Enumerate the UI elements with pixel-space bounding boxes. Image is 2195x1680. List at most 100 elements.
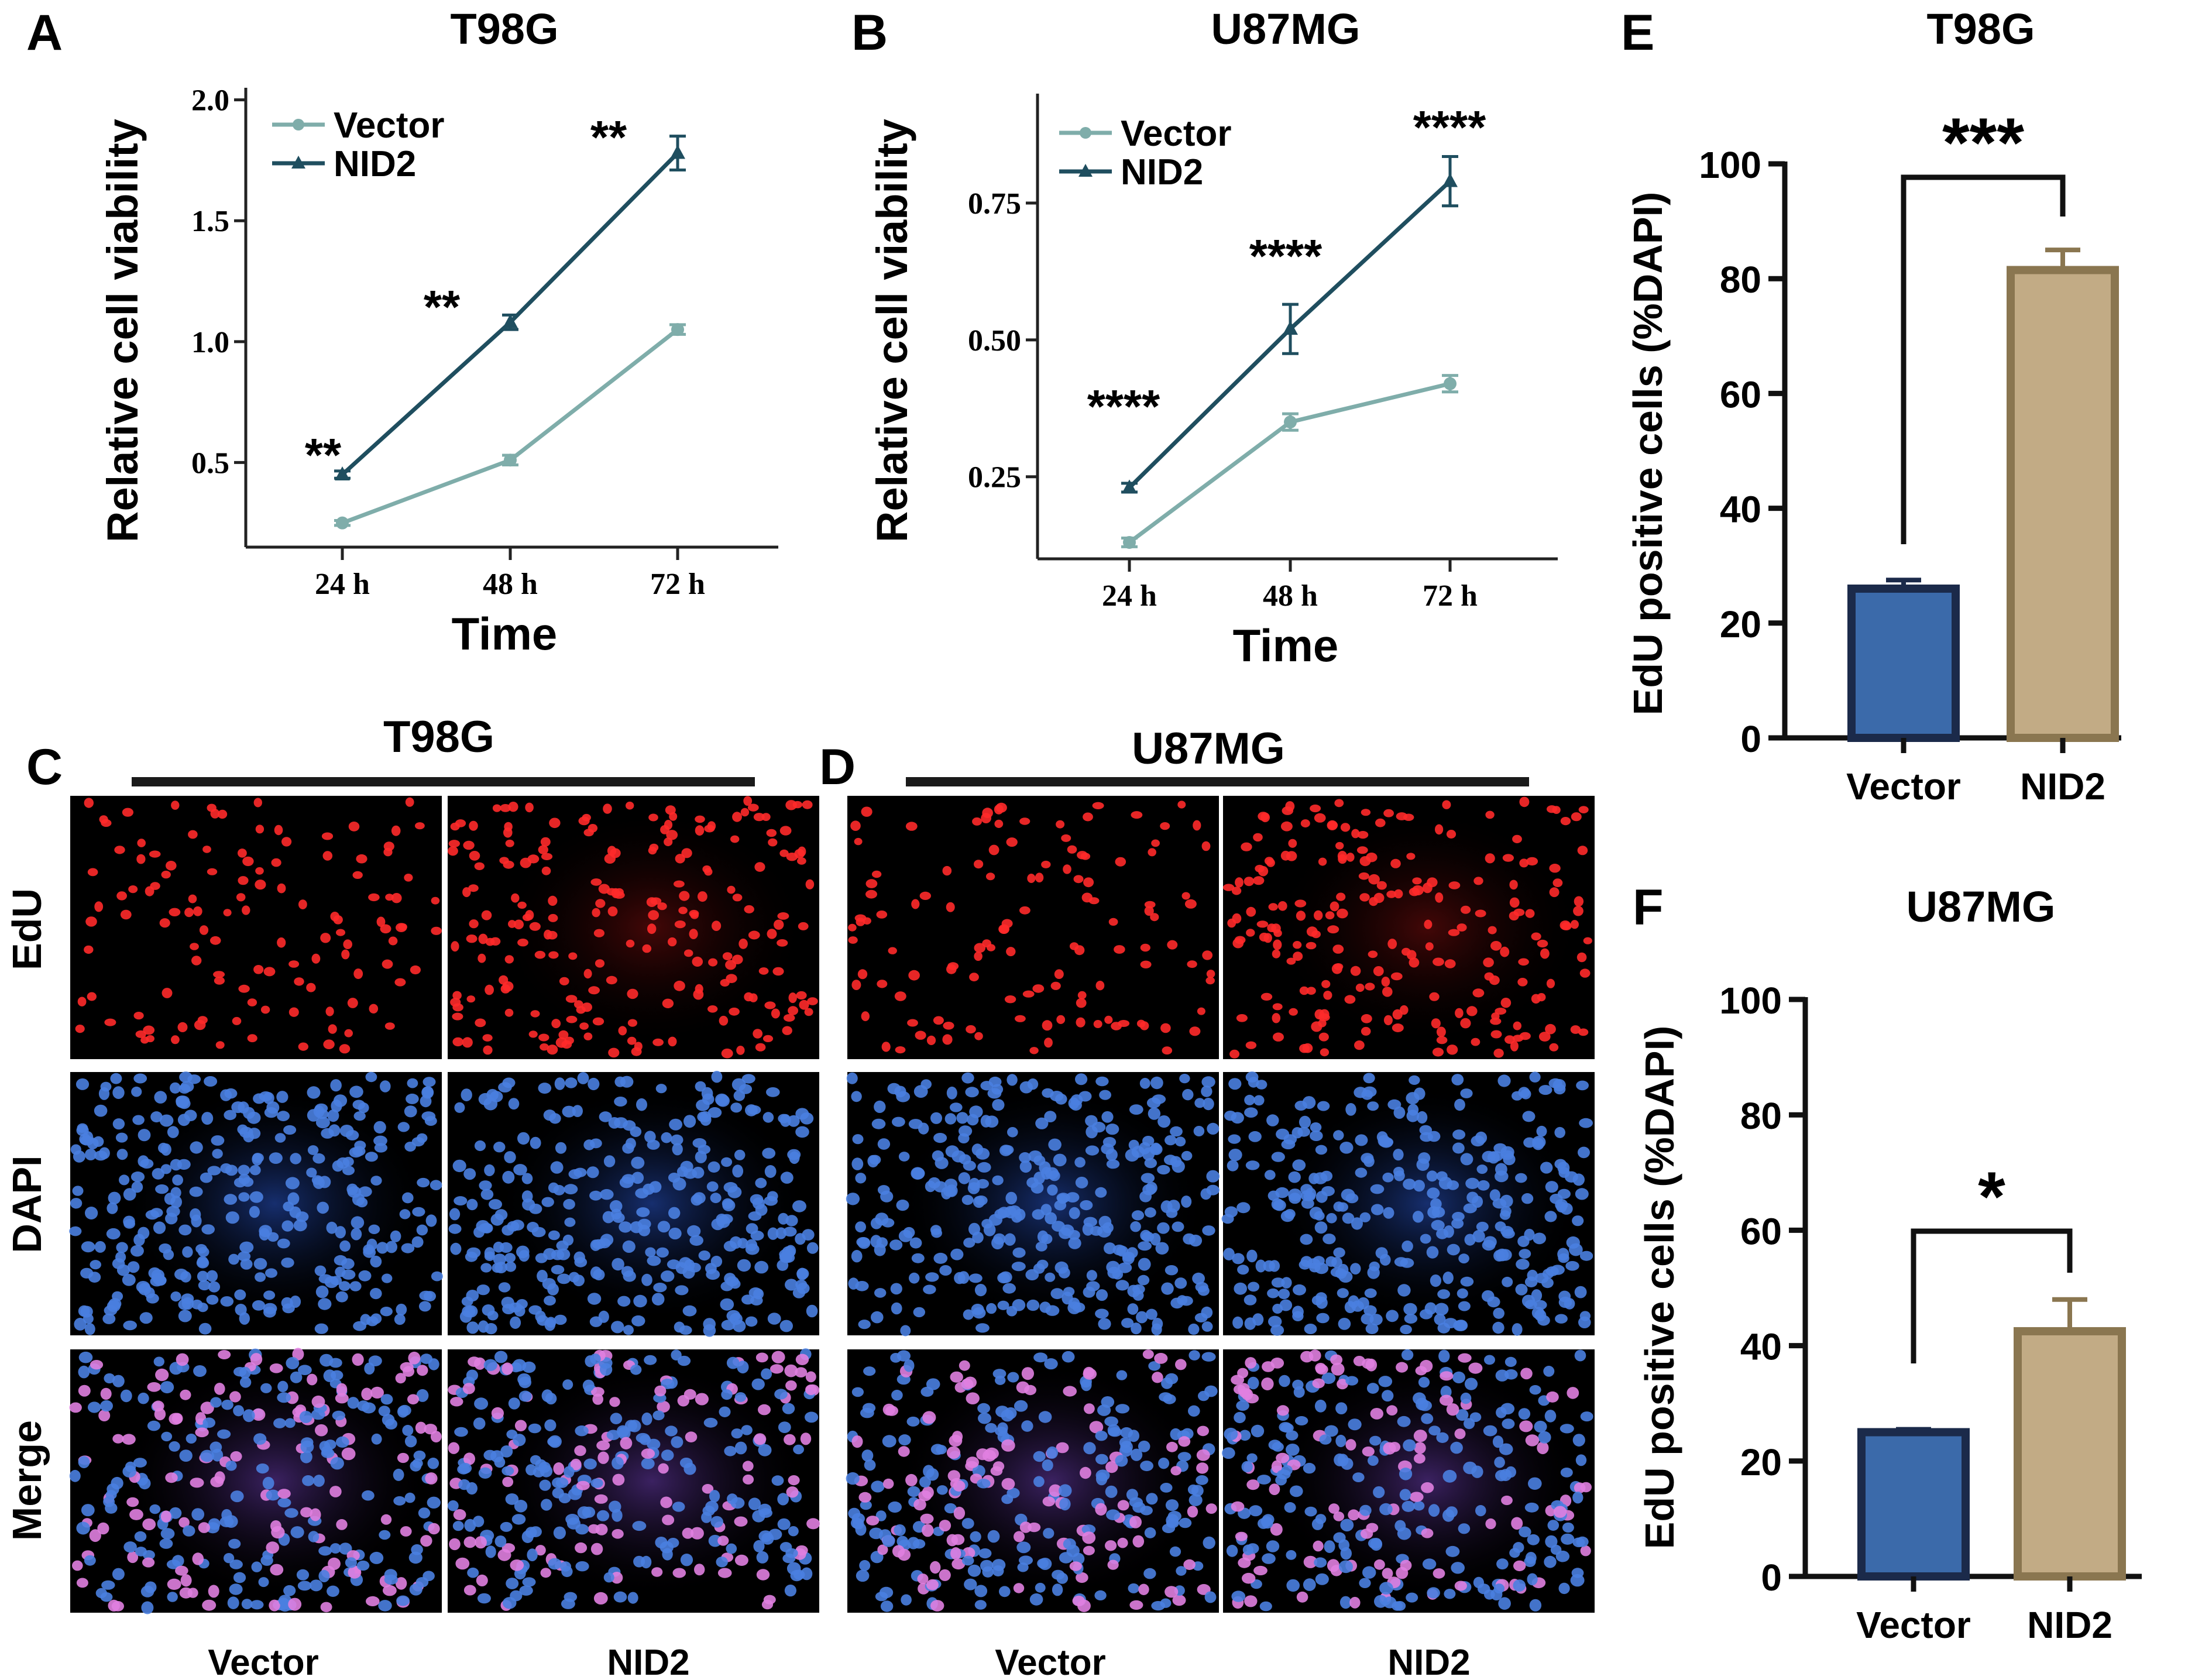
cell-nucleus xyxy=(1314,813,1326,823)
cell-nucleus xyxy=(975,1323,990,1333)
cell-nucleus xyxy=(383,1585,397,1596)
cell-nucleus xyxy=(851,1387,864,1397)
cell-nucleus xyxy=(1288,839,1297,848)
x-tick-label: 72 h xyxy=(650,568,705,601)
cell-nucleus xyxy=(239,1241,254,1253)
cell-nucleus xyxy=(371,1433,382,1445)
cell-nucleus xyxy=(1361,1014,1372,1023)
cell-nucleus xyxy=(710,1193,722,1204)
cell-nucleus xyxy=(1262,1553,1276,1564)
cell-nucleus xyxy=(668,1227,682,1240)
cell-nucleus xyxy=(758,1444,772,1456)
cell-nucleus xyxy=(395,1373,406,1384)
cell-nucleus xyxy=(1340,823,1351,832)
cell-nucleus xyxy=(241,1599,253,1610)
cell-nucleus xyxy=(708,1534,722,1547)
cell-nucleus xyxy=(785,800,797,810)
col-label-vector: Vector xyxy=(208,1643,319,1680)
cell-nucleus xyxy=(985,872,995,881)
cell-nucleus xyxy=(1188,1350,1200,1361)
cell-nucleus xyxy=(180,1574,192,1587)
cell-nucleus xyxy=(1552,878,1563,888)
cell-nucleus xyxy=(612,1212,625,1223)
cell-nucleus xyxy=(1493,1307,1504,1319)
cell-nucleus xyxy=(871,1480,885,1493)
cell-nucleus xyxy=(896,1535,909,1547)
cell-nucleus xyxy=(1545,1535,1558,1548)
cell-nucleus xyxy=(1017,1562,1029,1572)
cell-nucleus xyxy=(648,813,658,822)
cell-nucleus xyxy=(1396,1362,1409,1373)
cell-nucleus xyxy=(1362,1447,1375,1456)
cell-nucleus xyxy=(723,1241,737,1252)
cell-nucleus xyxy=(958,1271,970,1284)
cell-nucleus xyxy=(1293,1284,1306,1296)
cell-nucleus xyxy=(576,1006,586,1014)
cell-nucleus xyxy=(385,894,394,901)
cell-nucleus xyxy=(1222,884,1235,891)
bar-chart-t98g: T98G EdU positive cells (%DAPI) 02040608… xyxy=(1625,5,2121,808)
cell-nucleus xyxy=(987,1530,1000,1543)
cell-nucleus xyxy=(306,982,316,992)
cell-nucleus xyxy=(1390,858,1401,868)
cell-nucleus xyxy=(208,1585,219,1598)
cell-nucleus xyxy=(1189,1026,1201,1036)
cell-nucleus xyxy=(795,1279,808,1290)
cell-nucleus xyxy=(1115,857,1126,867)
cell-nucleus xyxy=(186,1434,197,1444)
cell-nucleus xyxy=(590,1542,603,1555)
cell-nucleus xyxy=(787,1149,801,1160)
cell-nucleus xyxy=(530,1010,540,1018)
cell-nucleus xyxy=(1245,1041,1257,1049)
cell-nucleus xyxy=(1046,1446,1058,1459)
cell-nucleus xyxy=(480,1263,492,1273)
cell-nucleus xyxy=(534,950,546,959)
cell-nucleus xyxy=(1324,1425,1338,1437)
cell-nucleus xyxy=(643,1183,655,1195)
cell-nucleus xyxy=(1378,1376,1393,1387)
cell-nucleus xyxy=(386,1241,397,1253)
cell-nucleus xyxy=(1538,1431,1551,1444)
cell-nucleus xyxy=(777,1518,791,1530)
cell-nucleus xyxy=(388,936,398,946)
cell-nucleus xyxy=(805,1371,816,1383)
cell-nucleus xyxy=(922,1524,934,1537)
cell-nucleus xyxy=(685,1431,698,1442)
cell-nucleus xyxy=(726,1543,737,1554)
cell-nucleus xyxy=(382,959,393,969)
cell-nucleus xyxy=(796,1268,809,1280)
cell-nucleus xyxy=(368,1355,382,1366)
cell-nucleus xyxy=(513,1164,527,1176)
cell-nucleus xyxy=(657,1400,670,1413)
cell-nucleus xyxy=(1204,1591,1217,1603)
cell-nucleus xyxy=(1436,1432,1449,1443)
cell-nucleus xyxy=(181,1293,194,1304)
cell-nucleus xyxy=(1393,1106,1406,1119)
x-tick-label: 24 h xyxy=(1102,579,1157,613)
cell-nucleus xyxy=(528,1423,541,1434)
cell-nucleus xyxy=(454,1196,468,1206)
cell-nucleus xyxy=(1116,1370,1128,1380)
cell-nucleus xyxy=(1443,1225,1454,1238)
cell-nucleus xyxy=(793,1444,804,1455)
cell-nucleus xyxy=(530,1455,541,1465)
cell-nucleus xyxy=(606,1430,620,1441)
cell-nucleus xyxy=(1016,1541,1031,1554)
cell-nucleus xyxy=(1014,1531,1025,1542)
cell-nucleus xyxy=(1403,1303,1417,1315)
cell-nucleus xyxy=(341,1447,356,1461)
cell-nucleus xyxy=(1570,1025,1581,1034)
cell-nucleus xyxy=(170,1187,181,1198)
cell-nucleus xyxy=(1524,1276,1538,1287)
cell-nucleus xyxy=(1458,1353,1472,1363)
cell-nucleus xyxy=(1131,1210,1145,1221)
cell-nucleus xyxy=(1359,1212,1371,1222)
cell-nucleus xyxy=(510,1316,521,1329)
cell-nucleus xyxy=(723,1182,738,1193)
cell-nucleus xyxy=(729,1007,740,1016)
cell-nucleus xyxy=(1560,817,1571,826)
cell-nucleus xyxy=(877,1138,891,1150)
cell-nucleus xyxy=(1426,1246,1439,1259)
cell-nucleus xyxy=(154,1091,167,1104)
cell-nucleus xyxy=(133,1458,147,1468)
